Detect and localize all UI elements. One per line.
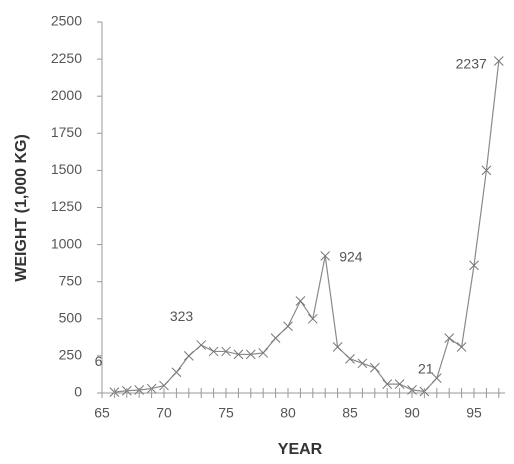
data-marker: [183, 351, 194, 361]
data-marker: [382, 379, 393, 389]
y-tick-label: 1250: [51, 198, 82, 214]
data-marker: [332, 342, 343, 352]
data-marker: [369, 362, 380, 373]
x-tick-label: 90: [404, 405, 420, 421]
x-axis-label: YEAR: [278, 441, 323, 458]
data-marker: [208, 346, 219, 357]
data-label: 924: [339, 249, 363, 265]
y-tick-label: 1750: [51, 124, 82, 140]
y-axis-label: WEIGHT (1,000 KG): [13, 134, 30, 282]
y-tick-label: 500: [59, 310, 83, 326]
data-marker: [233, 349, 244, 360]
data-label: 6: [95, 353, 103, 369]
data-marker: [196, 340, 207, 350]
x-tick-label: 65: [94, 405, 110, 421]
data-marker: [221, 346, 231, 357]
data-marker: [469, 260, 479, 271]
data-marker: [283, 321, 293, 332]
data-marker: [270, 333, 281, 343]
data-marker: [320, 251, 331, 261]
y-tick-label: 1000: [51, 235, 82, 251]
data-marker: [456, 342, 467, 352]
y-tick-label: 0: [74, 384, 82, 400]
y-tick-label: 2250: [51, 50, 82, 66]
x-tick-label: 95: [466, 405, 482, 421]
data-label: 2237: [456, 56, 487, 72]
y-tick-label: 250: [59, 347, 83, 363]
data-marker: [444, 333, 455, 343]
data-marker: [493, 56, 504, 66]
data-marker: [357, 358, 368, 369]
data-label: 323: [170, 308, 194, 324]
data-line: [114, 60, 500, 393]
data-marker: [394, 379, 405, 389]
y-tick-label: 750: [59, 272, 83, 288]
data-marker: [171, 367, 182, 378]
data-marker: [295, 296, 306, 306]
data-marker: [431, 373, 442, 384]
x-tick-label: 70: [156, 405, 172, 421]
data-marker: [307, 313, 318, 324]
y-tick-label: 2500: [51, 13, 82, 29]
data-label: 21: [418, 361, 434, 377]
data-marker: [245, 349, 256, 360]
x-tick-label: 85: [342, 405, 358, 421]
data-marker: [258, 348, 269, 358]
data-marker: [159, 380, 169, 391]
y-tick-label: 1500: [51, 161, 82, 177]
x-tick-label: 75: [218, 405, 234, 421]
data-marker: [345, 354, 355, 364]
y-tick-label: 2000: [51, 87, 82, 103]
x-tick-label: 80: [280, 405, 296, 421]
data-marker: [481, 165, 492, 176]
